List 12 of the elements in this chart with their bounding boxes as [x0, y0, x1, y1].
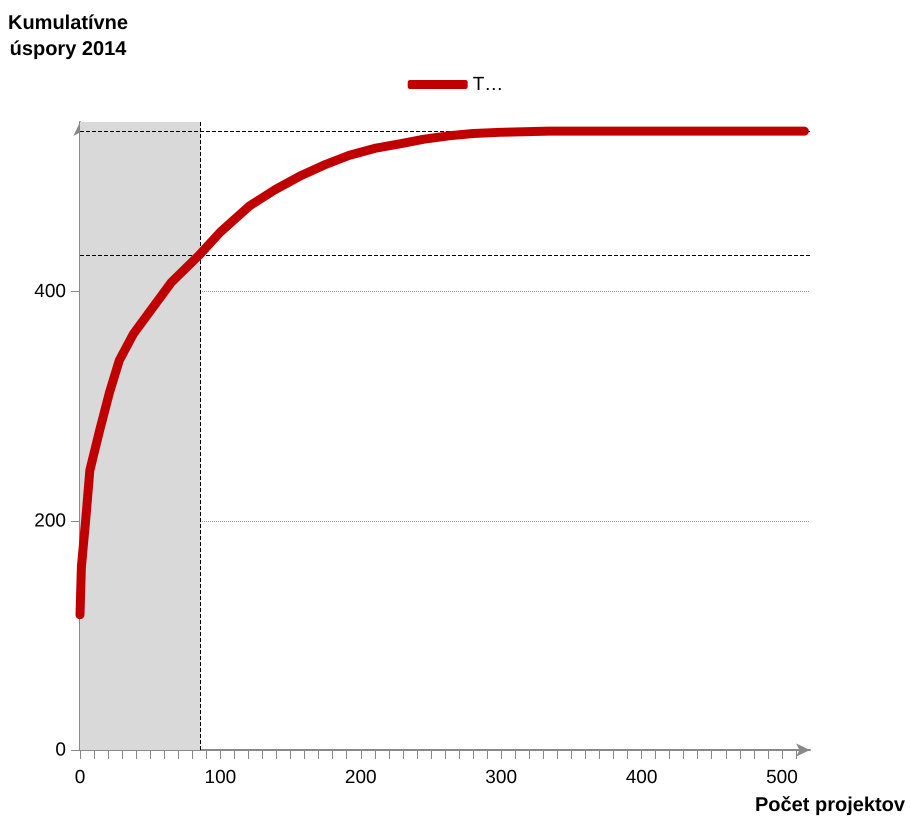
- x-tick-label: 400: [626, 767, 658, 788]
- y-axis-title: Kumulatívne úspory 2014: [8, 12, 128, 60]
- y-tick-label: 200: [34, 510, 66, 532]
- y-tick-label: 400: [34, 281, 66, 302]
- legend-label: T…: [472, 74, 504, 95]
- y-tick-label: 0: [55, 740, 66, 760]
- x-tick-label: 300: [485, 767, 518, 788]
- x-tick-label: 0: [74, 767, 86, 788]
- x-tick-label: 200: [344, 767, 377, 788]
- x-axis-title: Počet projektov: [754, 794, 906, 816]
- x-tick-label: 100: [204, 767, 236, 788]
- x-tick-label: 500: [766, 767, 798, 788]
